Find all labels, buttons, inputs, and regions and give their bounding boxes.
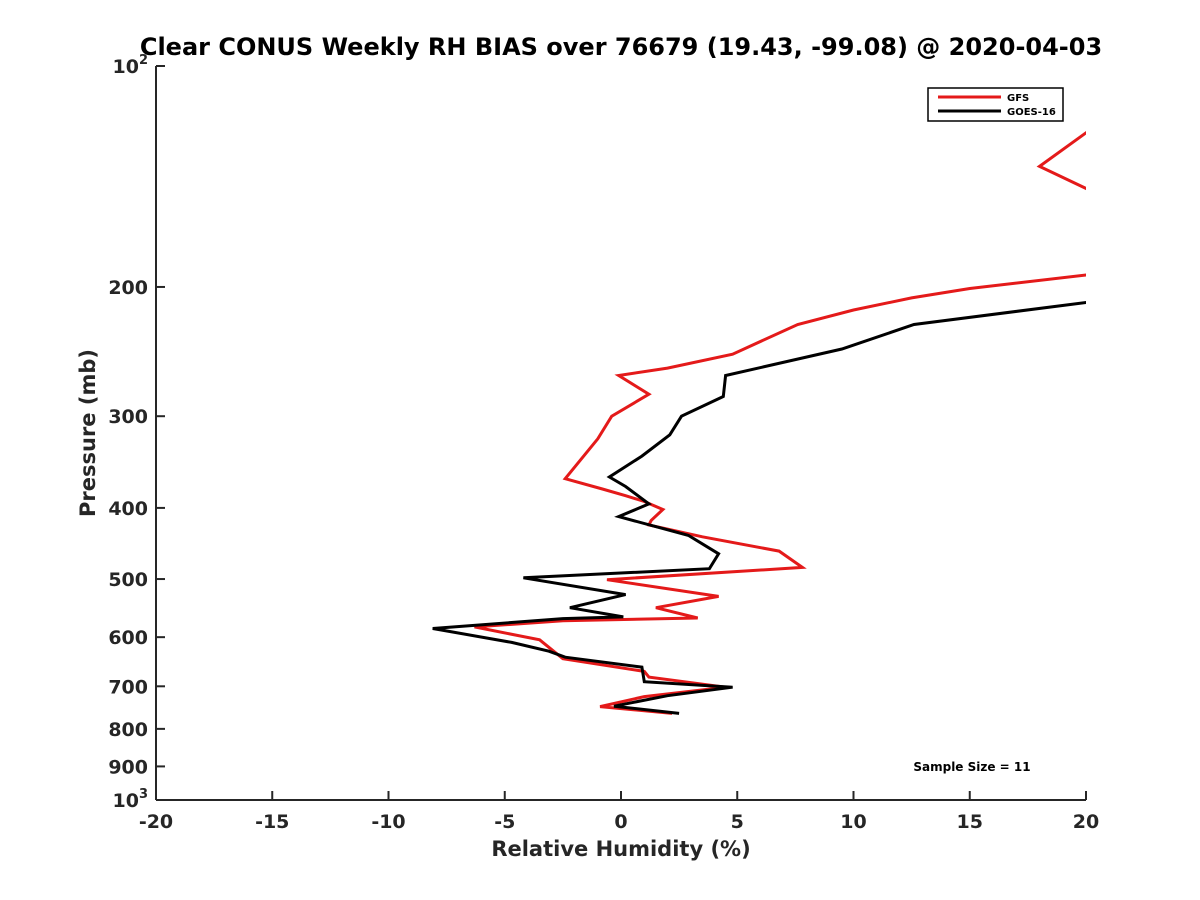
y-axis-label: Pressure (mb) bbox=[76, 349, 100, 517]
x-tick-label: 20 bbox=[1073, 811, 1099, 833]
legend: GFS GOES-16 bbox=[927, 87, 1064, 122]
x-tick-label: -5 bbox=[494, 811, 515, 833]
y-tick-label: 900 bbox=[108, 756, 148, 778]
x-tick-label: 5 bbox=[731, 811, 744, 833]
y-tick-label: 300 bbox=[108, 406, 148, 428]
y-tick-label: 200 bbox=[108, 277, 148, 299]
y-tick-label: 400 bbox=[108, 498, 148, 520]
legend-box bbox=[927, 87, 1064, 122]
sample-size-annotation: Sample Size = 11 bbox=[913, 760, 1030, 774]
x-tick-label: 15 bbox=[957, 811, 983, 833]
x-axis-label: Relative Humidity (%) bbox=[491, 837, 750, 861]
series-line-goes-16 bbox=[432, 300, 1086, 715]
chart-title: Clear CONUS Weekly RH BIAS over 76679 (1… bbox=[140, 33, 1102, 61]
x-tick-label: 10 bbox=[840, 811, 866, 833]
plot-area bbox=[432, 130, 1086, 715]
legend-label-goes-16: GOES-16 bbox=[1007, 107, 1056, 118]
legend-label-gfs: GFS bbox=[1007, 93, 1029, 104]
x-tick-label: -20 bbox=[139, 811, 173, 833]
y-tick-label: 600 bbox=[108, 627, 148, 649]
y-tick-label: 700 bbox=[108, 676, 148, 698]
x-tick-label: 0 bbox=[614, 811, 627, 833]
y-tick-label: 800 bbox=[108, 719, 148, 741]
x-tick-label: -15 bbox=[255, 811, 289, 833]
series-line-gfs bbox=[474, 130, 1086, 715]
axes: -20 -15 -10 -5 0 5 10 15 20 102 200 300 400 500 600 700… bbox=[108, 53, 1099, 833]
y-tick-label: 500 bbox=[108, 569, 148, 591]
y-tick-label: 102 bbox=[113, 53, 149, 78]
x-tick-label: -10 bbox=[371, 811, 405, 833]
y-tick-label: 103 bbox=[113, 787, 149, 812]
